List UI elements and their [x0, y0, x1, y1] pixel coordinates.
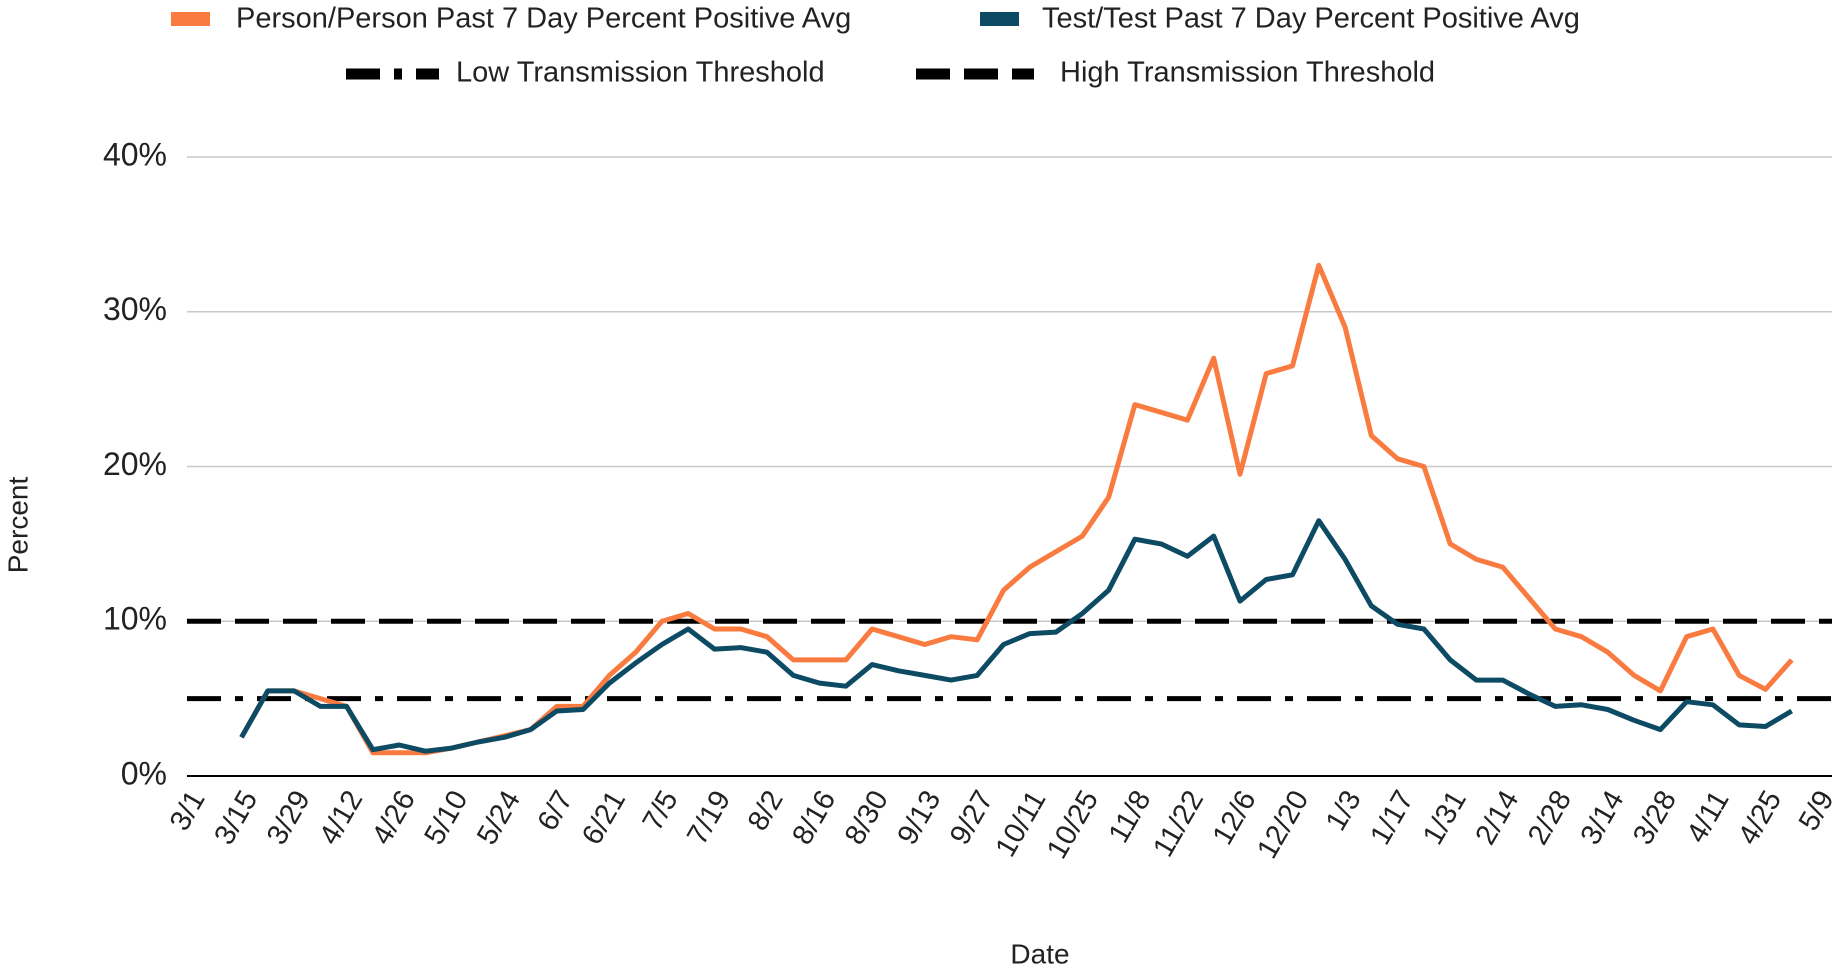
- x-tick-label: 11/22: [1147, 785, 1210, 862]
- legend-swatch: [171, 12, 210, 26]
- x-tick-label: 4/12: [313, 785, 369, 850]
- x-tick-label: 3/1: [164, 785, 212, 836]
- x-tick-label: 3/15: [208, 785, 264, 850]
- legend-label: Low Transmission Threshold: [456, 57, 825, 89]
- y-tick-label: 30%: [103, 291, 167, 327]
- x-tick-label: 8/2: [742, 785, 790, 836]
- x-tick-label: 4/11: [1681, 785, 1736, 848]
- legend-swatch: [980, 12, 1019, 26]
- x-tick-label: 8/30: [839, 785, 895, 850]
- x-tick-label: 10/25: [1041, 785, 1105, 864]
- x-tick-label: 6/21: [576, 785, 632, 850]
- x-tick-label: 5/10: [418, 785, 474, 850]
- y-tick-label: 40%: [103, 136, 167, 172]
- legend-label: Person/Person Past 7 Day Percent Positiv…: [236, 3, 851, 35]
- x-tick-label: 10/11: [990, 785, 1053, 862]
- x-tick-label: 1/3: [1320, 785, 1368, 836]
- x-axis-label: Date: [1010, 938, 1069, 969]
- x-tick-label: 1/17: [1364, 785, 1420, 850]
- y-tick-label: 20%: [103, 446, 167, 482]
- x-tick-label: 6/7: [532, 785, 580, 836]
- x-tick-label: 2/14: [1469, 785, 1525, 850]
- x-tick-label: 3/29: [261, 785, 317, 850]
- data-line: [239, 262, 1794, 756]
- x-tick-label: 4/25: [1732, 785, 1788, 850]
- x-tick-label: 12/6: [1207, 785, 1263, 850]
- x-tick-label: 4/26: [366, 785, 422, 850]
- x-tick-label: 7/19: [681, 785, 737, 850]
- x-tick-label: 11/8: [1103, 785, 1158, 848]
- x-tick-label: 12/20: [1251, 785, 1315, 864]
- x-tick-label: 7/5: [637, 785, 685, 836]
- y-axis-label: Percent: [2, 477, 33, 574]
- data-line: [239, 518, 1793, 754]
- x-tick-label: 8/16: [786, 785, 842, 850]
- x-tick-label: 5/9: [1793, 785, 1841, 836]
- x-tick-label: 1/31: [1417, 785, 1473, 850]
- legend-label: High Transmission Threshold: [1060, 57, 1435, 89]
- y-tick-label: 0%: [121, 755, 167, 791]
- x-tick-label: 9/27: [944, 785, 1000, 850]
- x-tick-label: 9/13: [891, 785, 947, 850]
- x-tick-label: 5/24: [471, 785, 527, 850]
- x-tick-label: 2/28: [1522, 785, 1578, 850]
- legend-label: Test/Test Past 7 Day Percent Positive Av…: [1042, 3, 1580, 35]
- x-tick-label: 3/14: [1575, 785, 1631, 850]
- x-tick-label: 3/28: [1627, 785, 1683, 850]
- y-tick-label: 10%: [103, 601, 167, 637]
